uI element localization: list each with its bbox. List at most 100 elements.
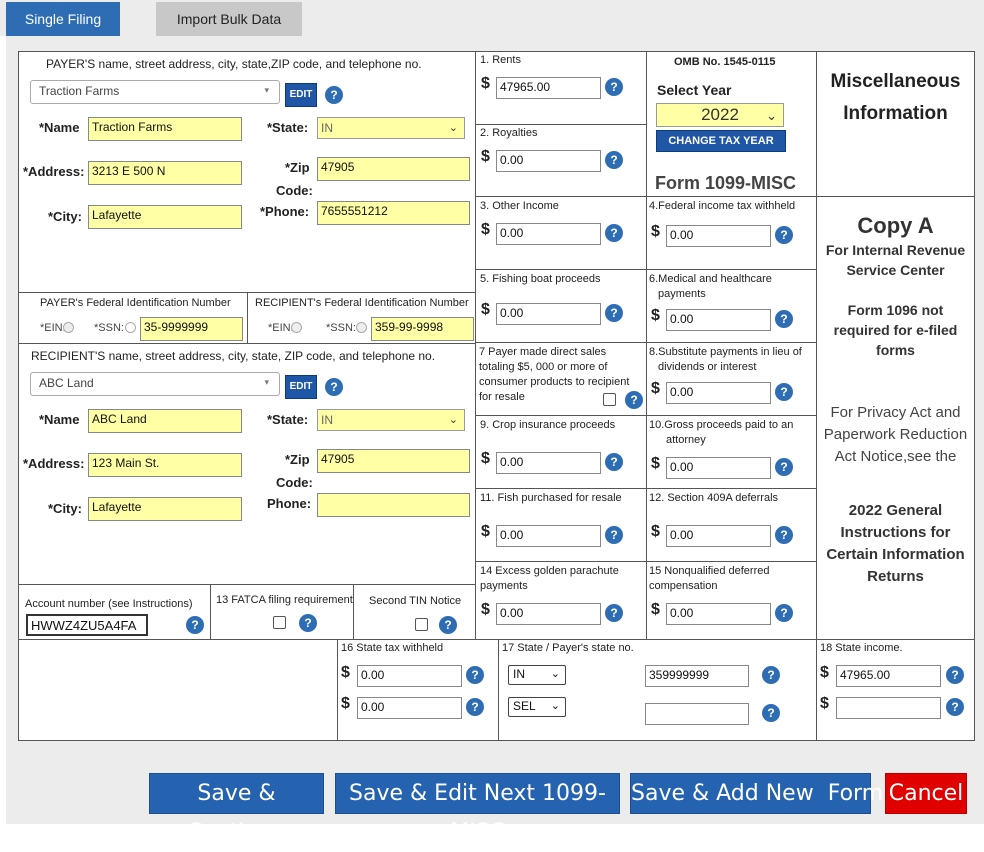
box8-input[interactable]: 0.00 — [666, 382, 771, 404]
box17-state-no-2[interactable] — [645, 703, 749, 725]
recipient-zip-input[interactable]: 47905 — [317, 449, 470, 473]
irs-line1: For Internal Revenue — [825, 242, 966, 258]
box6-input[interactable]: 0.00 — [666, 309, 771, 331]
recipient-city-input[interactable]: Lafayette — [88, 497, 242, 521]
box4-input[interactable]: 0.00 — [666, 225, 771, 247]
save-edit-next-button[interactable]: Save & Edit Next 1099-MISC — [335, 773, 620, 845]
help-icon[interactable]: ? — [466, 698, 484, 716]
second-tin-checkbox[interactable] — [415, 618, 428, 631]
box8-label: 8.Substitute payments in lieu of — [649, 346, 802, 358]
dollar-sign: $ — [341, 695, 350, 712]
box17-state-select-1[interactable]: IN ⌄ — [508, 665, 566, 685]
recipient-id-input[interactable]: 359-99-9998 — [371, 317, 474, 341]
recipient-phone-input[interactable] — [317, 493, 470, 517]
box1-input[interactable]: 47965.00 — [496, 77, 601, 99]
recipient-select[interactable]: ABC Land ▾ — [30, 372, 280, 396]
help-icon[interactable]: ? — [762, 704, 780, 722]
dollar-sign: $ — [651, 601, 660, 618]
box14-input[interactable]: 0.00 — [496, 603, 601, 625]
box18-input-2[interactable] — [836, 697, 941, 719]
box17-state-value-1: IN — [513, 667, 525, 681]
help-icon[interactable]: ? — [762, 666, 780, 684]
account-number-input[interactable]: HWWZ4ZU5A4FA — [26, 614, 148, 636]
help-icon[interactable]: ? — [946, 698, 964, 716]
help-icon[interactable]: ? — [605, 78, 623, 96]
recipient-address-input[interactable]: 123 Main St. — [88, 453, 242, 477]
payer-id-input[interactable]: 35-9999999 — [140, 317, 243, 341]
help-icon[interactable]: ? — [299, 614, 317, 632]
help-icon[interactable]: ? — [625, 391, 643, 409]
box16-input-1[interactable]: 0.00 — [357, 665, 462, 687]
help-icon[interactable]: ? — [186, 616, 204, 634]
help-icon[interactable]: ? — [605, 224, 623, 242]
omb-number: OMB No. 1545-0115 — [674, 56, 776, 68]
form-title: Form 1099-MISC — [655, 173, 797, 193]
box17-state-no-1[interactable]: 359999999 — [645, 665, 749, 687]
recipient-name-input[interactable]: ABC Land — [88, 409, 242, 433]
box5-input[interactable]: 0.00 — [496, 303, 601, 325]
box6-label: 6.Medical and healthcare — [649, 273, 772, 285]
box3-input[interactable]: 0.00 — [496, 223, 601, 245]
chevron-down-icon: ⌄ — [550, 700, 560, 712]
tab-import-bulk-data[interactable]: Import Bulk Data — [156, 2, 302, 36]
payer-ein-radio[interactable] — [63, 322, 74, 333]
help-icon[interactable]: ? — [775, 604, 793, 622]
payer-edit-button[interactable]: EDIT — [285, 83, 317, 107]
box8-label-line2: dividends or interest — [658, 361, 757, 373]
box12-input[interactable]: 0.00 — [666, 525, 771, 547]
change-tax-year-button[interactable]: CHANGE TAX YEAR — [656, 130, 786, 152]
box11-input[interactable]: 0.00 — [496, 525, 601, 547]
box9-input[interactable]: 0.00 — [496, 452, 601, 474]
payer-ssn-radio[interactable] — [125, 322, 136, 333]
year-select[interactable]: 2022 ⌄ — [656, 103, 784, 127]
account-number-label: Account number (see Instructions) — [25, 598, 193, 610]
cancel-button[interactable]: Cancel — [885, 773, 967, 814]
recipient-ssn-radio[interactable] — [356, 322, 367, 333]
box10-input[interactable]: 0.00 — [666, 457, 771, 479]
box16-input-2[interactable]: 0.00 — [357, 697, 462, 719]
save-add-new-button[interactable]: Save & Add New Form — [630, 773, 883, 814]
help-icon[interactable]: ? — [325, 86, 343, 104]
recipient-ein-radio[interactable] — [291, 322, 302, 333]
help-icon[interactable]: ? — [946, 666, 964, 684]
help-icon[interactable]: ? — [466, 666, 484, 684]
help-icon[interactable]: ? — [439, 616, 457, 634]
box7-checkbox[interactable] — [603, 393, 616, 406]
payer-select[interactable]: Traction Farms ▾ — [30, 80, 280, 104]
box17-state-select-2[interactable]: SEL ⌄ — [508, 697, 566, 717]
payer-fed-id-label: PAYER's Federal Identification Number — [40, 297, 231, 309]
help-icon[interactable]: ? — [775, 383, 793, 401]
help-icon[interactable]: ? — [605, 304, 623, 322]
help-icon[interactable]: ? — [605, 453, 623, 471]
help-icon[interactable]: ? — [605, 151, 623, 169]
privacy-line3: Act Notice,see the — [834, 448, 957, 465]
box2-input[interactable]: 0.00 — [496, 150, 601, 172]
box15-input[interactable]: 0.00 — [666, 603, 771, 625]
help-icon[interactable]: ? — [325, 378, 343, 396]
dollar-sign: $ — [820, 664, 829, 681]
recipient-state-select[interactable]: IN ⌄ — [317, 409, 465, 431]
box14-label: 14 Excess golden parachute — [480, 565, 619, 577]
help-icon[interactable]: ? — [775, 226, 793, 244]
tab-single-filing[interactable]: Single Filing — [6, 2, 120, 36]
box17-state-value-2: SEL — [513, 699, 536, 713]
irs-line2: Service Center — [846, 262, 945, 278]
help-icon[interactable]: ? — [605, 604, 623, 622]
help-icon[interactable]: ? — [605, 526, 623, 544]
payer-phone-input[interactable]: 7655551212 — [317, 201, 470, 225]
box18-input-1[interactable]: 47965.00 — [836, 665, 941, 687]
payer-address-input[interactable]: 3213 E 500 N — [88, 161, 242, 185]
payer-state-select[interactable]: IN ⌄ — [317, 117, 465, 139]
payer-name-input[interactable]: Traction Farms — [88, 117, 242, 141]
payer-zip-input[interactable]: 47905 — [317, 157, 470, 181]
form-1096-note: Form 1096 not required for e-filed forms — [817, 300, 974, 360]
dollar-sign: $ — [481, 601, 490, 618]
chevron-down-icon: ▾ — [264, 85, 269, 95]
fatca-checkbox[interactable] — [273, 616, 286, 629]
help-icon[interactable]: ? — [775, 458, 793, 476]
recipient-edit-button[interactable]: EDIT — [285, 375, 317, 399]
help-icon[interactable]: ? — [775, 526, 793, 544]
save-continue-button[interactable]: Save & Continue — [149, 773, 324, 845]
payer-city-input[interactable]: Lafayette — [88, 205, 242, 229]
help-icon[interactable]: ? — [775, 310, 793, 328]
